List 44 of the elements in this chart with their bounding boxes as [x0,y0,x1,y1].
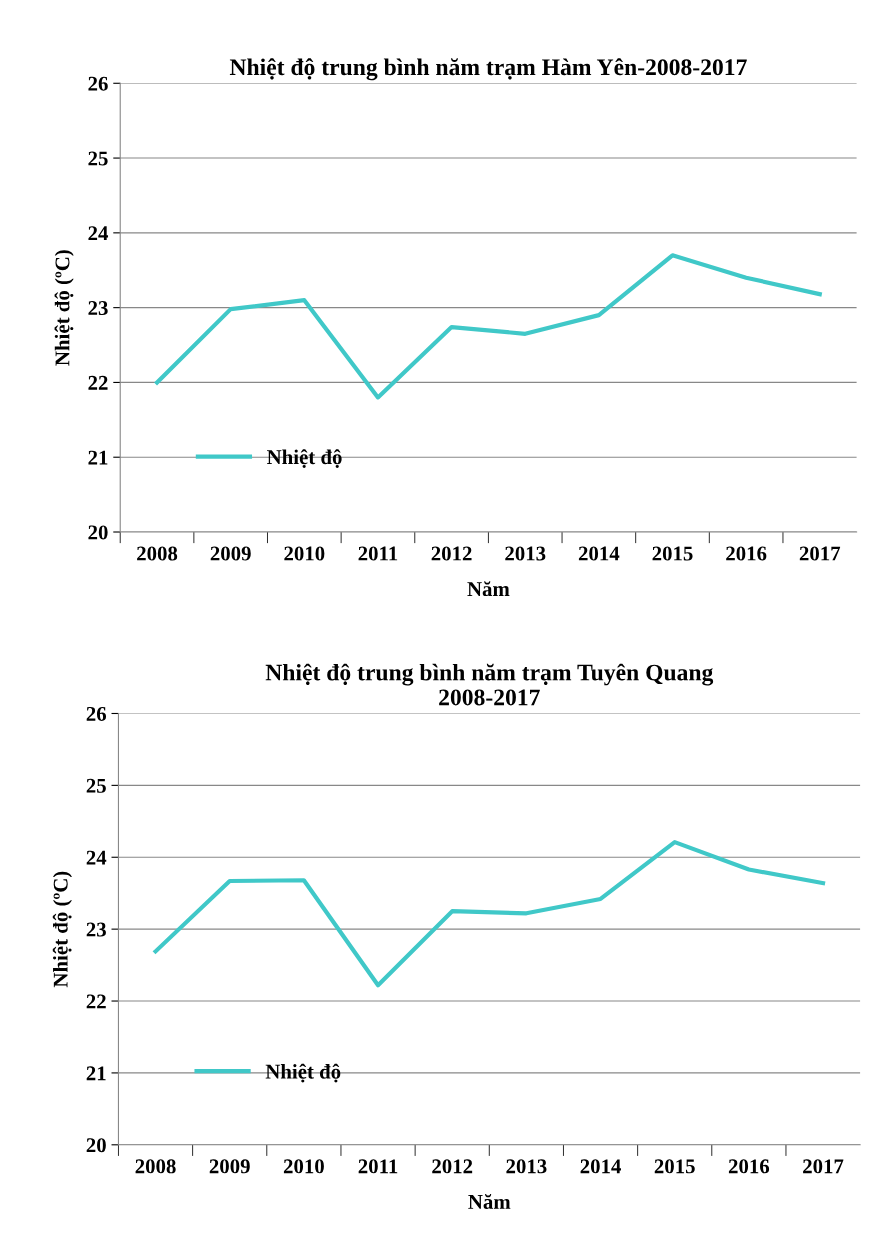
x-tick-label: 2008 [135,1159,176,1174]
x-tick-label: 2015 [652,546,693,561]
x-axis-title: Năm [468,1194,511,1209]
y-axis-title: Nhiệt độ (ºC) [52,871,72,988]
x-tick-label: 2017 [799,546,841,561]
y-tick-label: 22 [86,994,106,1009]
x-tick-label: 2011 [358,1159,398,1174]
x-tick-label: 2013 [506,1159,547,1174]
legend-label: Nhiệt độ [267,449,342,469]
x-tick-label: 2008 [137,546,178,561]
x-tick-label: 2014 [580,1159,621,1174]
chart-title: Nhiệt độ trung bình năm trạm Hàm Yên-2008-2017 [229,58,747,81]
x-tick-label: 2009 [210,546,251,561]
x-tick-label: 2009 [209,1159,250,1174]
x-tick-label: 2013 [505,546,546,561]
x-tick-label: 2012 [431,546,472,561]
y-tick-label: 24 [88,226,109,241]
y-tick-label: 20 [88,525,108,540]
x-tick-label: 2015 [654,1159,695,1174]
chart-title: Nhiệt độ trung bình năm trạm Tuyên Quang 2008-2017 [265,663,714,706]
line-series [153,840,826,988]
y-tick-label: 20 [86,1138,106,1153]
y-tick-label: 26 [88,76,108,91]
y-tick-label: 25 [86,778,106,793]
legend-label: Nhiệt độ [265,1063,341,1083]
y-tick-label: 22 [88,375,108,390]
x-tick-label: 2012 [432,1159,473,1174]
x-axis-title: Năm [467,581,510,597]
y-tick-label: 26 [86,706,107,721]
x-tick-label: 2011 [358,546,398,561]
line-series [154,253,822,400]
y-tick-label: 23 [88,301,108,316]
y-tick-label: 23 [86,922,106,937]
x-tick-label: 2014 [578,546,620,561]
y-tick-label: 25 [88,151,108,166]
x-tick-label: 2010 [284,546,325,561]
y-tick-label: 21 [88,450,108,465]
x-tick-label: 2017 [803,1159,844,1174]
x-tick-label: 2016 [726,546,767,561]
x-tick-label: 2016 [728,1159,770,1174]
y-tick-label: 24 [86,850,107,865]
y-axis-title: Nhiệt độ (ºC) [54,250,74,366]
y-tick-label: 21 [86,1066,106,1081]
x-tick-label: 2010 [283,1159,324,1174]
